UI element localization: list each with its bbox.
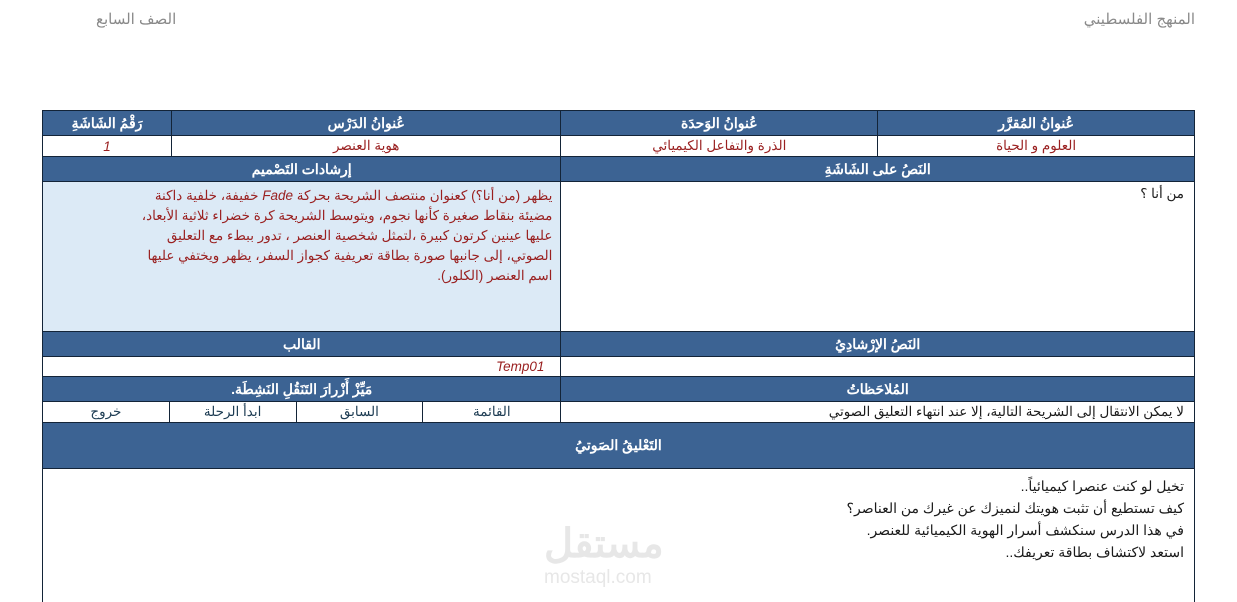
- svg-text:mostaql.com: mostaql.com: [544, 567, 652, 588]
- svg-text:مستقل: مستقل: [544, 522, 664, 566]
